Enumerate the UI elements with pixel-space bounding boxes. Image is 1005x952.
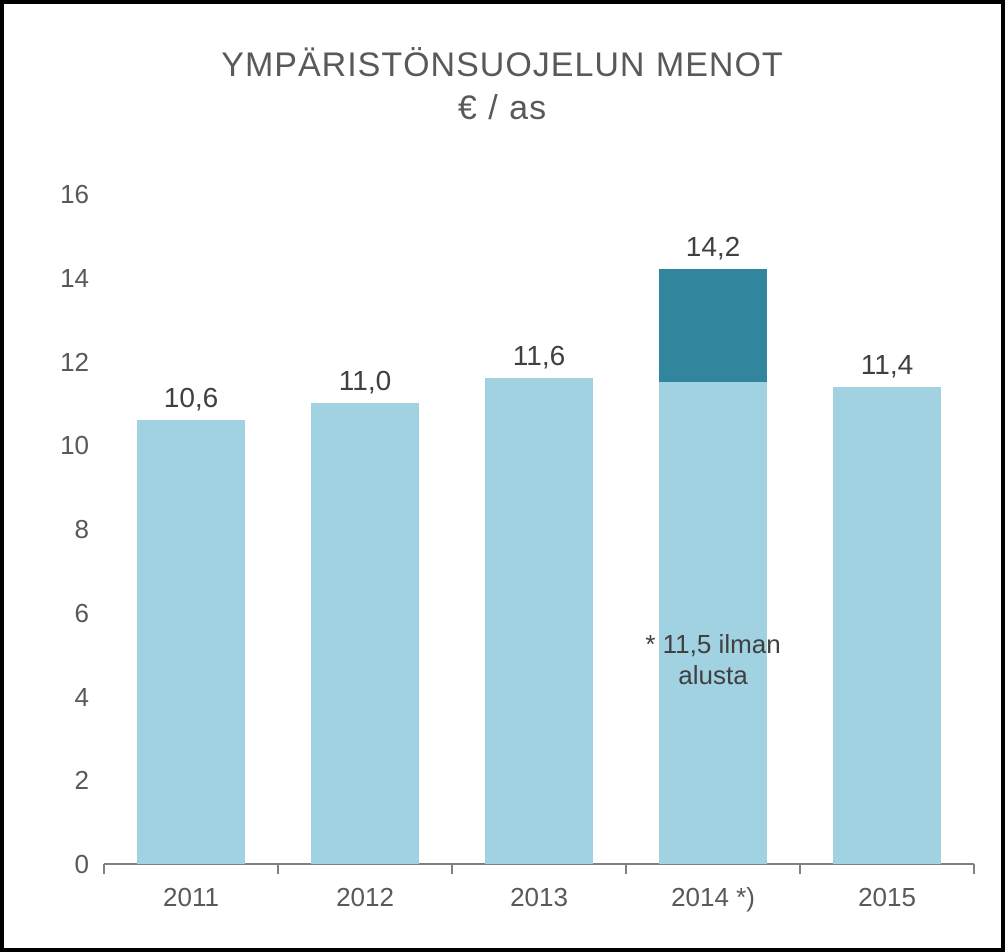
- bar: [311, 403, 419, 864]
- x-tick: [451, 864, 453, 874]
- x-tick: [103, 864, 105, 874]
- bar: [833, 387, 941, 864]
- bar-value-label: 11,6: [479, 340, 599, 372]
- bar-annotation: * 11,5 ilmanalusta: [623, 629, 803, 691]
- bar-value-label: 10,6: [131, 382, 251, 414]
- bar-segment-base: [659, 382, 767, 864]
- y-tick-label: 4: [75, 682, 89, 713]
- title-line-1: YMPÄRISTÖNSUOJELUN MENOT: [4, 44, 1001, 87]
- x-tick-label: 2012: [278, 882, 452, 913]
- plot-area: 024681012141610,6201111,0201211,6201314,…: [104, 194, 974, 864]
- x-tick: [625, 864, 627, 874]
- x-tick-label: 2015: [800, 882, 974, 913]
- x-tick: [973, 864, 975, 874]
- x-tick-label: 2013: [452, 882, 626, 913]
- bar-segment-base: [485, 378, 593, 864]
- y-tick-label: 6: [75, 598, 89, 629]
- chart-title: YMPÄRISTÖNSUOJELUN MENOT € / as: [4, 44, 1001, 129]
- title-line-2: € / as: [4, 87, 1001, 130]
- bar-segment-base: [833, 387, 941, 864]
- y-tick-label: 10: [60, 430, 89, 461]
- bar-segment-base: [137, 420, 245, 864]
- bar: [137, 420, 245, 864]
- x-tick-label: 2011: [104, 882, 278, 913]
- y-tick-label: 2: [75, 765, 89, 796]
- x-tick-label: 2014 *): [626, 882, 800, 913]
- bar: [485, 378, 593, 864]
- y-tick-label: 0: [75, 849, 89, 880]
- bar-value-label: 11,0: [305, 365, 425, 397]
- y-tick-label: 8: [75, 514, 89, 545]
- bar-segment-base: [311, 403, 419, 864]
- y-tick-label: 12: [60, 347, 89, 378]
- annotation-line-2: alusta: [623, 660, 803, 691]
- bar-value-label: 11,4: [827, 349, 947, 381]
- bar-value-label: 14,2: [653, 231, 773, 263]
- x-tick: [277, 864, 279, 874]
- chart-frame: YMPÄRISTÖNSUOJELUN MENOT € / as 02468101…: [0, 0, 1005, 952]
- y-tick-label: 14: [60, 263, 89, 294]
- y-tick-label: 16: [60, 179, 89, 210]
- x-tick: [799, 864, 801, 874]
- annotation-line-1: * 11,5 ilman: [623, 629, 803, 660]
- bar-segment-extra: [659, 269, 767, 382]
- bar: [659, 269, 767, 864]
